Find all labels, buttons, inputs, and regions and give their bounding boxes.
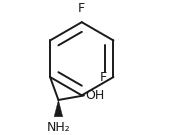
Polygon shape (54, 100, 63, 117)
Text: F: F (78, 2, 85, 15)
Text: NH₂: NH₂ (47, 121, 70, 134)
Text: OH: OH (86, 89, 105, 102)
Text: F: F (100, 71, 107, 84)
